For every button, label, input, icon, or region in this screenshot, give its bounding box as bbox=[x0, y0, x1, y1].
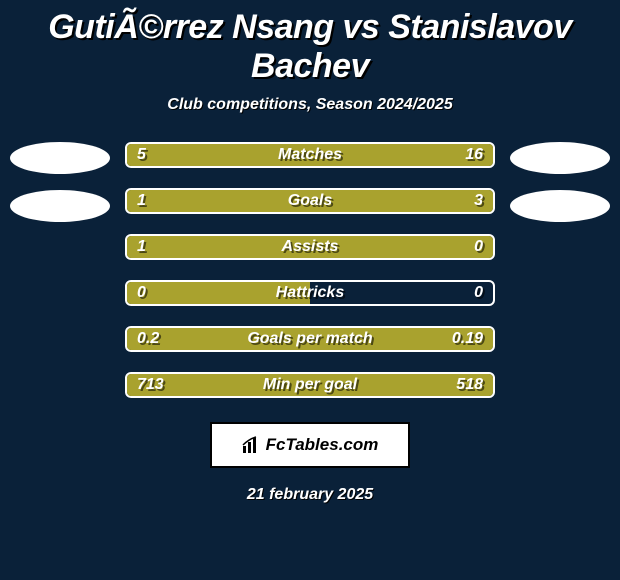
stat-label: Matches bbox=[127, 144, 493, 166]
subtitle: Club competitions, Season 2024/2025 bbox=[0, 96, 620, 114]
date-text: 21 february 2025 bbox=[0, 486, 620, 504]
stat-value-right: 0 bbox=[474, 236, 483, 258]
stat-row: 1Goals3 bbox=[125, 188, 495, 214]
stat-row: 713Min per goal518 bbox=[125, 372, 495, 398]
stat-value-right: 0 bbox=[474, 282, 483, 304]
stat-label: Min per goal bbox=[127, 374, 493, 396]
logo-text: FcTables.com bbox=[266, 435, 379, 455]
stat-value-right: 3 bbox=[474, 190, 483, 212]
stat-value-right: 0.19 bbox=[452, 328, 483, 350]
stat-label: Goals bbox=[127, 190, 493, 212]
player-ellipse-right bbox=[510, 142, 610, 174]
stat-label: Assists bbox=[127, 236, 493, 258]
stat-row: 0.2Goals per match0.19 bbox=[125, 326, 495, 352]
stat-row: 0Hattricks0 bbox=[125, 280, 495, 306]
stat-label: Hattricks bbox=[127, 282, 493, 304]
stat-bars: 5Matches161Goals31Assists00Hattricks00.2… bbox=[125, 142, 495, 398]
player-ellipse-left bbox=[10, 190, 110, 222]
logo-bars-icon bbox=[242, 436, 262, 454]
stat-row: 1Assists0 bbox=[125, 234, 495, 260]
stat-value-right: 16 bbox=[465, 144, 483, 166]
stat-row: 5Matches16 bbox=[125, 142, 495, 168]
stat-label: Goals per match bbox=[127, 328, 493, 350]
player-ellipse-left bbox=[10, 142, 110, 174]
page-title: GutiÃ©rrez Nsang vs Stanislavov Bachev bbox=[0, 0, 620, 90]
stat-value-right: 518 bbox=[456, 374, 483, 396]
player-ellipse-right bbox=[510, 190, 610, 222]
comparison-chart: 5Matches161Goals31Assists00Hattricks00.2… bbox=[0, 142, 620, 398]
fctables-logo: FcTables.com bbox=[210, 422, 410, 468]
